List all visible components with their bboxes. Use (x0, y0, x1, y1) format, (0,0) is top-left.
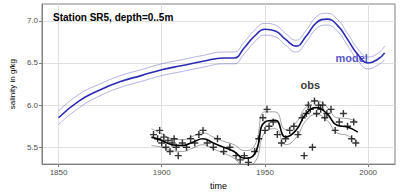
svg-text:Station SR5, depth=0..5m: Station SR5, depth=0..5m (53, 12, 173, 23)
svg-text:1850: 1850 (50, 168, 68, 177)
svg-text:7.0: 7.0 (27, 16, 39, 25)
svg-text:1900: 1900 (153, 168, 171, 177)
svg-text:5.5: 5.5 (27, 143, 39, 152)
svg-text:1950: 1950 (256, 168, 274, 177)
svg-text:6.5: 6.5 (27, 58, 39, 67)
svg-text:time: time (210, 181, 227, 191)
svg-text:2000: 2000 (359, 168, 377, 177)
svg-text:6.0: 6.0 (27, 101, 39, 110)
svg-text:model: model (335, 52, 367, 64)
svg-text:obs: obs (301, 79, 321, 91)
svg-text:salinity in g/kg: salinity in g/kg (8, 59, 17, 109)
